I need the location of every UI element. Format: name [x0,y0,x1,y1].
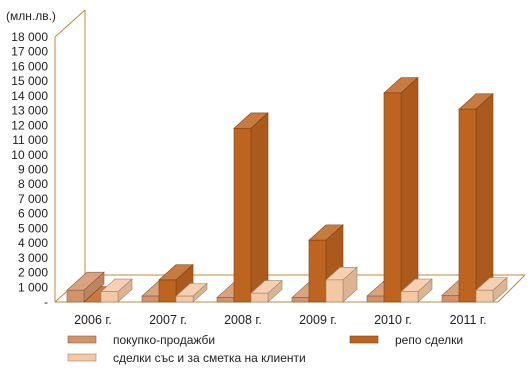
x-tick-label: 2007 г. [149,313,187,327]
bar-front-face [475,289,494,303]
bar-front-face [141,295,160,303]
bar-front-face [400,291,419,303]
floor-right-edge [497,274,526,303]
x-tick-label: 2011 г. [450,313,487,327]
y-tick-label: - [44,295,48,309]
y-tick-label: 4 000 [18,236,48,250]
y-tick-label: 13 000 [11,104,48,118]
bar-buy-sell [66,271,105,303]
bar-front-face [175,295,194,303]
y-tick-label: 9 000 [18,163,48,177]
bar-front-face [291,297,310,303]
legend-label: покупко-продажби [113,333,215,347]
bar-side-face [250,112,269,303]
y-tick-label: 2 000 [18,266,48,280]
y-tick-label: 11 000 [12,133,48,147]
bar-front-face [383,92,402,303]
unit-label: (млн.лв.) [6,9,56,23]
bar-front-face [158,279,177,303]
bar-client [100,278,133,303]
bar-client [250,279,283,303]
bar-front-face [458,108,477,303]
y-tick-label: 10 000 [11,148,48,162]
y-tick-label: 18 000 [11,30,48,44]
y-tick-label: 5 000 [18,221,48,235]
legend-item-buy-sell: покупко-продажби [67,333,215,347]
y-tick-label: 7 000 [18,192,48,206]
bar-side-face [400,76,419,303]
y-tick-label: 6 000 [18,207,48,221]
y-tick-label: 3 000 [18,251,48,265]
legend-label: сделки със и за сметка на клиенти [113,351,306,365]
y-tick-label: 16 000 [11,59,48,73]
bar-front-face [366,295,385,303]
bar-client [175,282,208,303]
legend-swatch [67,353,97,362]
y-tick-label: 15 000 [11,74,48,88]
legend-swatch [349,335,379,344]
legend-item-repo: репо сделки [349,333,463,347]
bar-front-face [250,292,269,303]
bar-front-face [216,297,235,303]
legend-swatch [67,335,97,344]
bar-front-face [325,279,344,303]
y-tick-label: 17 000 [11,45,48,59]
legend-label: репо сделки [395,333,463,347]
y-tick-label: 14 000 [11,89,48,103]
bar-repo [233,112,269,303]
y-tick-label: 8 000 [18,177,48,191]
bar-front-face [66,289,85,303]
x-tick-label: 2009 г. [299,313,337,327]
bar-client [400,278,433,303]
bar-front-face [308,239,327,303]
bar-client [325,266,358,303]
bar-front-face [233,127,252,303]
x-tick-label: 2010 г. [374,313,412,327]
legend-item-client: сделки със и за сметка на клиенти [67,351,306,365]
bar-side-face [475,93,494,303]
bar-front-face [100,291,119,303]
y-tick-label: 1 000 [18,280,48,294]
bar-repo [458,93,494,303]
back-wall-top-edge [54,9,86,38]
x-tick-label: 2006 г. [74,313,112,327]
bar-client [475,276,508,303]
x-tick-label: 2008 г. [224,313,262,327]
bar-front-face [441,295,460,303]
bar-repo [383,76,419,303]
y-tick-label: 12 000 [11,118,48,132]
